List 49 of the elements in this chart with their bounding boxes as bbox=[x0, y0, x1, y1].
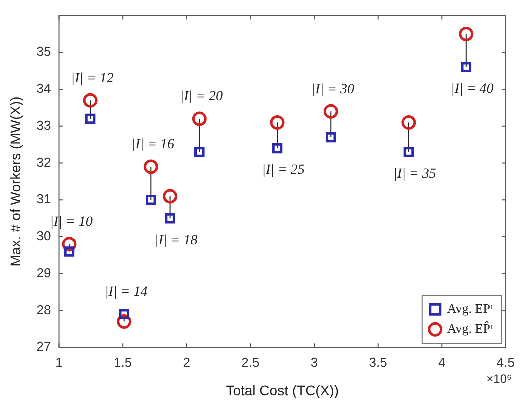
annotation: |I| = 16 bbox=[132, 138, 175, 153]
point bbox=[64, 246, 75, 257]
x-tick-label: 2.5 bbox=[242, 354, 260, 370]
x-tick-label: 4.5 bbox=[496, 354, 516, 370]
point bbox=[192, 112, 207, 126]
y-tick-label: 34 bbox=[36, 81, 52, 96]
x-axis-title: Total Cost (TC(X)) bbox=[226, 382, 340, 398]
y-tick-label: 35 bbox=[36, 44, 52, 60]
y-tick-label: 32 bbox=[36, 154, 52, 170]
point bbox=[165, 213, 176, 224]
annotation: |I| = 20 bbox=[180, 90, 224, 105]
annotation: |I| = 18 bbox=[154, 233, 198, 248]
legend-label: Avg. EPᵗ bbox=[447, 301, 494, 316]
point bbox=[144, 160, 158, 174]
x-tick-label: 2 bbox=[183, 354, 191, 370]
y-axis-title: Max. # of Workers (MW(X)) bbox=[7, 96, 24, 267]
annotation: |I| = 30 bbox=[312, 82, 355, 98]
point bbox=[146, 194, 156, 206]
x-tick-label: 3 bbox=[310, 354, 318, 370]
y-tick-label: 33 bbox=[36, 118, 52, 133]
point bbox=[270, 115, 285, 130]
y-tick-label: 29 bbox=[36, 265, 52, 280]
y-tick-label: 27 bbox=[36, 339, 52, 354]
legend-label: Avg. EP̂ᵗ bbox=[447, 320, 494, 336]
annotation: |I| = 35 bbox=[394, 166, 436, 182]
point bbox=[194, 147, 205, 158]
point bbox=[461, 62, 472, 73]
point bbox=[402, 115, 416, 130]
point bbox=[163, 189, 178, 204]
annotation: |I| = 12 bbox=[71, 71, 114, 86]
annotation: |I| = 40 bbox=[450, 82, 494, 98]
y-tick-label: 28 bbox=[36, 302, 52, 318]
point bbox=[272, 143, 283, 154]
text: ×10⁶ bbox=[486, 372, 512, 386]
x-tick-label: 1 bbox=[56, 354, 63, 370]
point bbox=[85, 114, 96, 124]
point bbox=[404, 147, 414, 158]
point bbox=[119, 309, 130, 320]
y-tick-label: 31 bbox=[36, 192, 52, 207]
annotation: |I| = 25 bbox=[262, 163, 305, 178]
point bbox=[459, 26, 474, 42]
x-tick-label: 3.5 bbox=[369, 354, 388, 370]
annotation: |I| = 14 bbox=[104, 285, 148, 300]
point bbox=[83, 93, 98, 108]
point bbox=[324, 104, 338, 119]
x-tick-label: 1.5 bbox=[114, 354, 132, 370]
x-tick-label: 4 bbox=[438, 354, 446, 370]
point bbox=[326, 132, 336, 143]
y-tick-label: 30 bbox=[36, 228, 52, 244]
